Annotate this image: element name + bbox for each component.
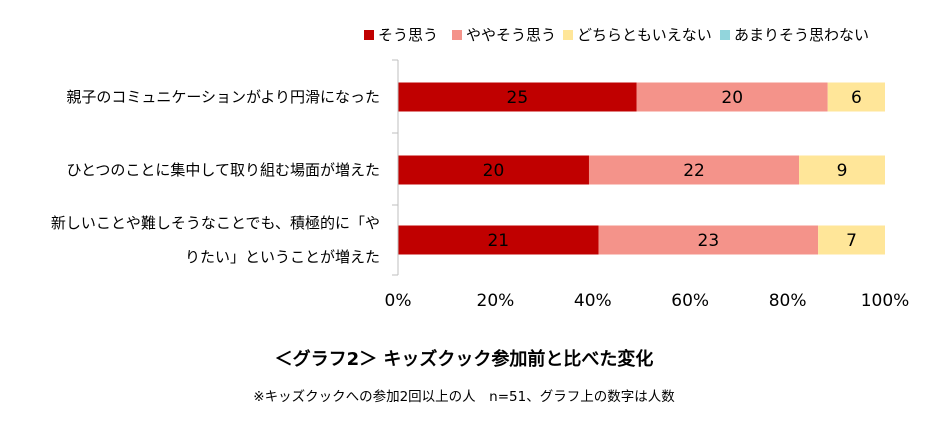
category-label-1-0: ひとつのことに集中して取り組む場面が増えた: [66, 161, 380, 179]
data-label-2-2: 7: [846, 231, 857, 251]
x-tick-label-1: 20%: [477, 291, 515, 311]
data-label-1-2: 9: [837, 161, 848, 181]
legend-label-2: どちらともいえない: [577, 26, 712, 44]
bars: 25 20 6 20 22 9 21 23 7: [398, 82, 885, 255]
bar-2-0: [398, 225, 599, 255]
x-tick-label-0: 0%: [385, 291, 412, 311]
axis: 0% 20% 40% 60% 80% 100%: [385, 59, 910, 311]
legend-swatch-1: [452, 30, 462, 40]
data-label-1-0: 20: [483, 161, 505, 181]
data-label-0-0: 25: [507, 88, 529, 108]
bar-0-2: [827, 82, 885, 112]
data-label-1-1: 22: [683, 161, 705, 181]
x-tick-label-4: 80%: [769, 291, 807, 311]
legend-label-0: そう思う: [378, 26, 438, 44]
category-label-2-1: りたい」ということが増えた: [185, 248, 380, 266]
x-tick-label-5: 100%: [861, 291, 910, 311]
x-tick-label-3: 60%: [671, 291, 709, 311]
category-label-2-0: 新しいことや難しそうなことでも、積極的に「や: [51, 214, 380, 232]
legend-swatch-3: [720, 30, 730, 40]
data-label-0-1: 20: [721, 88, 743, 108]
bar-0-0: [398, 82, 637, 112]
bar-1-1: [588, 155, 800, 185]
stacked-bar-chart: そう思う ややそう思う どちらともいえない あまりそう思わない 25 20 620 22 92…: [51, 26, 910, 311]
bar-1-2: [799, 155, 885, 185]
legend: そう思う ややそう思う どちらともいえない あまりそう思わない: [364, 26, 869, 44]
legend-swatch-0: [364, 30, 374, 40]
chart-note: ※キッズクックへの参加2回以上の人 n=51、グラフ上の数字は人数: [253, 389, 675, 405]
category-label-0-0: 親子のコミュニケーションがより円滑になった: [66, 88, 380, 106]
bar-0-1: [636, 82, 828, 112]
bar-1-0: [398, 155, 589, 185]
x-tick-label-2: 40%: [574, 291, 612, 311]
category-labels: 親子のコミュニケーションがより円滑になったひとつのことに集中して取り組む場面が増…: [51, 88, 380, 266]
bar-2-2: [818, 225, 885, 255]
data-label-2-1: 23: [698, 231, 720, 251]
data-label-2-0: 21: [487, 231, 509, 251]
legend-label-3: あまりそう思わない: [734, 26, 869, 44]
legend-label-1: ややそう思う: [466, 26, 556, 44]
chart-title: ＜グラフ2＞ キッズクック参加前と比べた変化: [274, 349, 654, 370]
legend-swatch-2: [563, 30, 573, 40]
bar-2-1: [598, 225, 819, 255]
data-label-0-2: 6: [851, 88, 862, 108]
